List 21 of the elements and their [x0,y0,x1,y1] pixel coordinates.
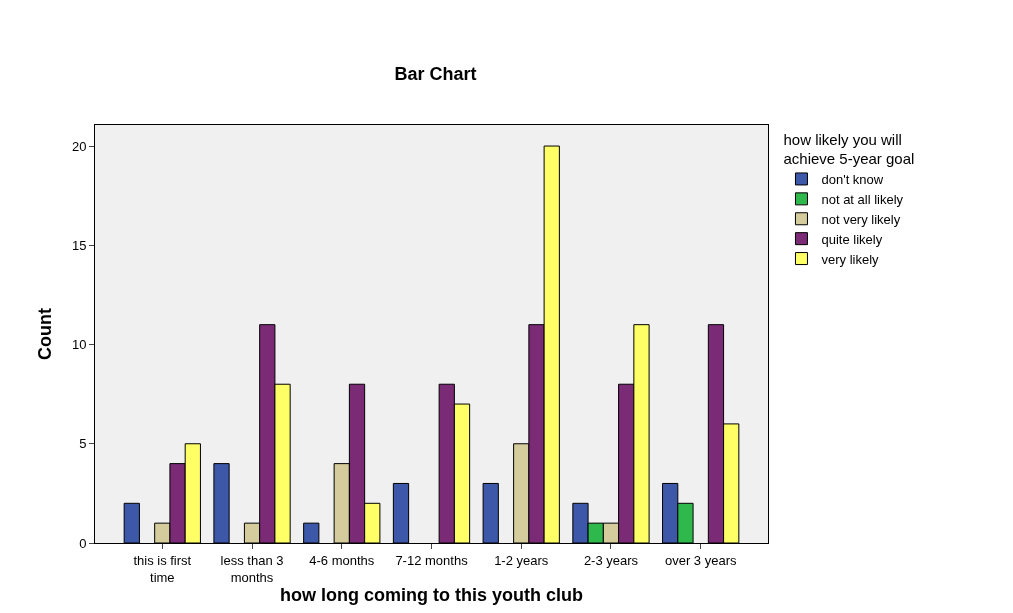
x-tick-label: 7-12 months [395,552,469,568]
legend-label: not very likely [821,211,901,227]
legend-title: how likely you will achieve 5-year goal [783,130,915,167]
x-tick-label: 2-3 years [583,552,639,568]
x-tick-label: this is first time [133,552,192,585]
y-tick-label: 5 [79,436,87,452]
legend-label: very likely [821,251,880,267]
y-tick-label: 10 [71,337,87,353]
chart-title: Bar Chart [394,64,477,85]
x-tick-label: over 3 years [664,552,737,568]
x-axis-title: how long coming to this youth club [280,584,583,605]
x-tick-label: 1-2 years [494,552,549,568]
y-tick-label: 15 [71,237,87,253]
legend-label: don't know [821,172,884,188]
y-tick-label: 20 [71,138,87,154]
legend-label: not at all likely [821,191,904,207]
y-tick-label: 0 [79,535,87,551]
x-tick-label: 4-6 months [309,552,375,568]
x-tick-label: less than 3 months [220,552,284,585]
y-axis-title: Count [35,308,56,360]
legend-label: quite likely [821,231,883,247]
